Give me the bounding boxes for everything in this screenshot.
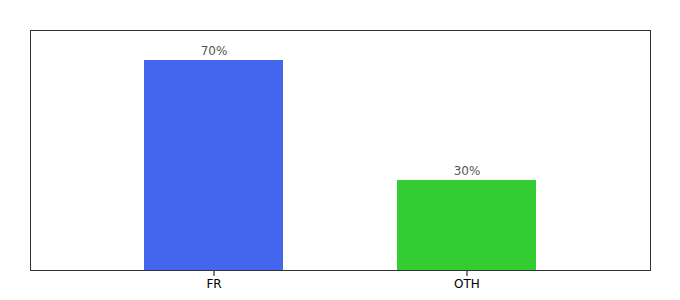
svg-text:70%: 70% <box>201 44 228 58</box>
svg-text:30%: 30% <box>454 164 481 178</box>
svg-text:FR: FR <box>206 277 221 291</box>
svg-text:OTH: OTH <box>454 277 480 291</box>
